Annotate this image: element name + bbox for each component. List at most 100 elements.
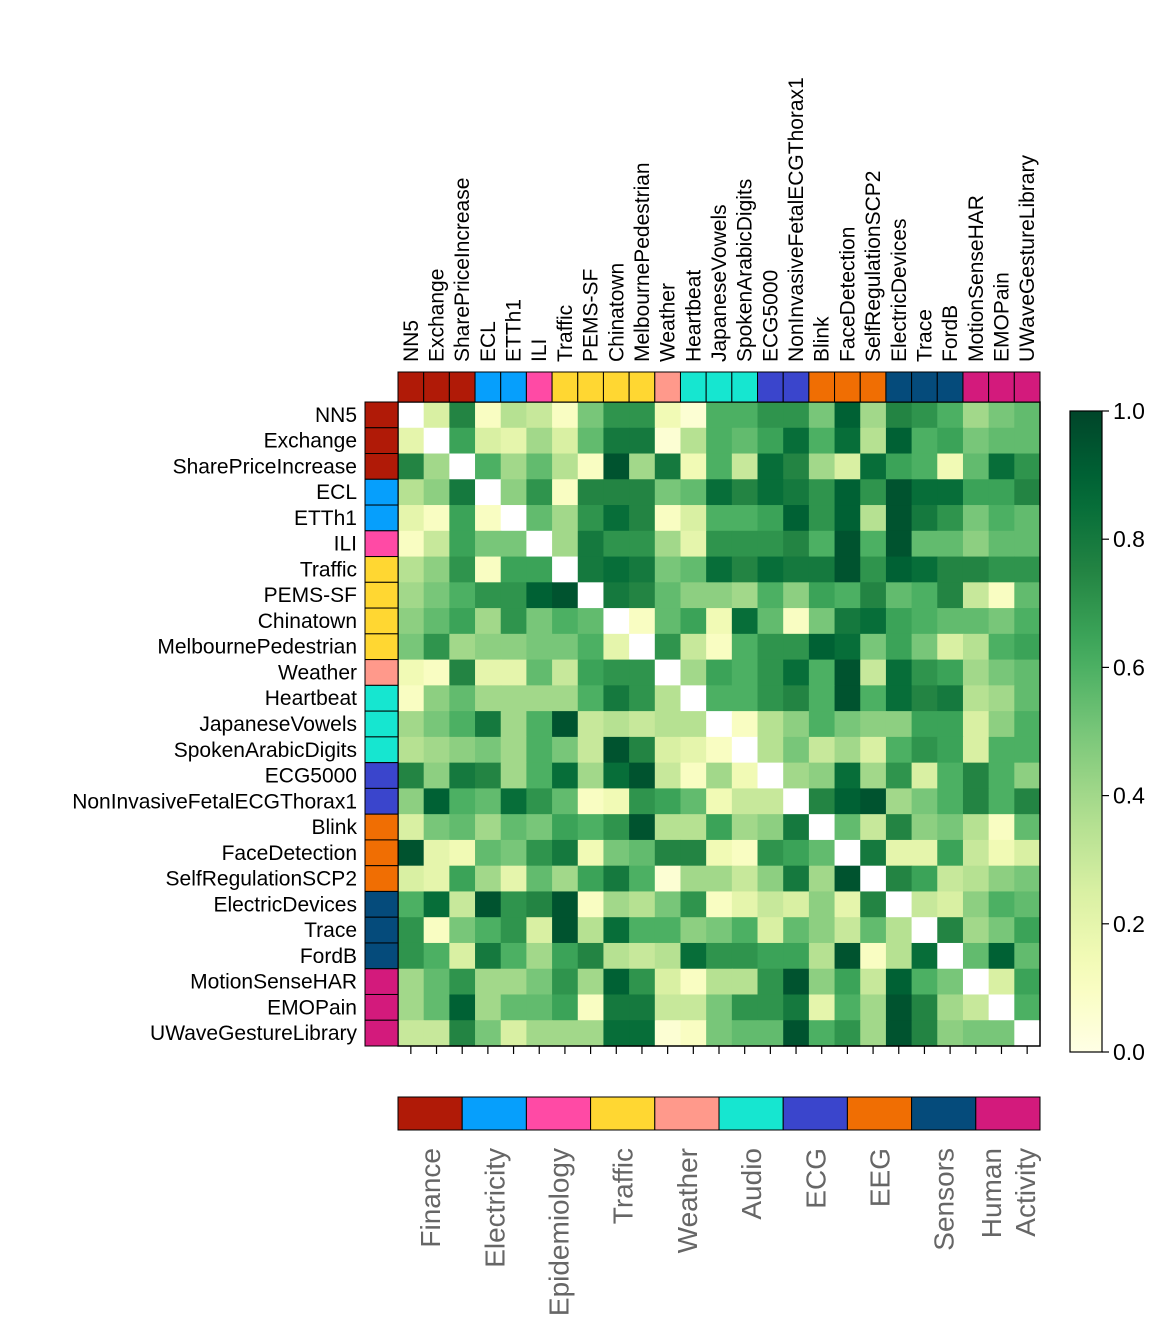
heatmap-cell bbox=[808, 711, 836, 738]
heatmap-cell bbox=[449, 865, 476, 893]
heatmap-cell bbox=[603, 968, 630, 996]
heatmap-cell bbox=[962, 994, 990, 1021]
heatmap-cell bbox=[475, 402, 502, 429]
heatmap-cell bbox=[783, 505, 810, 532]
heatmap-cell bbox=[552, 917, 579, 944]
row-label: EMOPain bbox=[267, 996, 357, 1019]
heatmap-cell bbox=[808, 427, 836, 455]
column-label: JapaneseVowels bbox=[708, 204, 731, 362]
heatmap-cell bbox=[706, 814, 733, 841]
heatmap-cell bbox=[398, 505, 425, 532]
heatmap-cell bbox=[962, 814, 990, 841]
domain-legend-label: Activity bbox=[1010, 1148, 1041, 1237]
heatmap-cell bbox=[449, 530, 476, 558]
heatmap-cell bbox=[398, 942, 425, 970]
heatmap-cell bbox=[629, 814, 656, 841]
heatmap-cell bbox=[577, 942, 605, 970]
heatmap-cell bbox=[988, 556, 1015, 583]
heatmap-cell bbox=[988, 582, 1015, 609]
heatmap-cell bbox=[680, 659, 707, 686]
heatmap-cell bbox=[988, 865, 1015, 893]
heatmap-cell bbox=[911, 917, 938, 944]
heatmap-cell bbox=[885, 865, 913, 893]
heatmap-cell bbox=[629, 427, 656, 455]
heatmap-cell bbox=[988, 1020, 1015, 1047]
heatmap-cell bbox=[629, 582, 656, 609]
heatmap-cell bbox=[423, 479, 450, 506]
heatmap-cell bbox=[706, 453, 733, 480]
heatmap-cell bbox=[937, 891, 964, 918]
heatmap-cell bbox=[654, 994, 682, 1021]
heatmap-cell bbox=[577, 530, 605, 558]
heatmap-cell bbox=[654, 530, 682, 558]
heatmap-cell bbox=[423, 453, 450, 480]
heatmap-cell bbox=[680, 814, 707, 841]
heatmap-cell bbox=[552, 453, 579, 480]
heatmap-cell bbox=[423, 917, 450, 944]
heatmap-cell bbox=[423, 839, 450, 867]
heatmap-cell bbox=[398, 402, 425, 429]
heatmap-cell bbox=[885, 479, 913, 506]
heatmap-cell bbox=[808, 917, 836, 944]
top-domain-swatch bbox=[1013, 371, 1041, 403]
heatmap-cell bbox=[552, 994, 579, 1021]
heatmap-cell bbox=[654, 556, 682, 583]
heatmap-cell bbox=[783, 685, 810, 712]
heatmap-cell bbox=[937, 736, 964, 764]
heatmap-cell bbox=[629, 479, 656, 506]
heatmap-cell bbox=[680, 865, 707, 893]
domain-legend-label: ECG bbox=[800, 1148, 831, 1209]
heatmap-cell bbox=[911, 711, 938, 738]
heatmap-cell bbox=[1014, 479, 1041, 506]
column-label: ILI bbox=[528, 339, 551, 362]
heatmap-cell bbox=[860, 530, 887, 558]
heatmap-cell bbox=[526, 994, 553, 1021]
colorbar-tick-label: 0.8 bbox=[1113, 526, 1145, 552]
heatmap-cell bbox=[860, 427, 887, 455]
heatmap-cell bbox=[475, 505, 502, 532]
heatmap-cell bbox=[500, 711, 527, 738]
heatmap-cell bbox=[1014, 788, 1041, 815]
heatmap-cell bbox=[962, 608, 990, 635]
heatmap-cell bbox=[526, 685, 553, 712]
heatmap-cell bbox=[449, 582, 476, 609]
heatmap-cell bbox=[552, 479, 579, 506]
left-domain-swatch bbox=[364, 659, 399, 686]
left-domain-swatch bbox=[364, 427, 399, 455]
heatmap-cell bbox=[731, 1020, 759, 1047]
top-domain-swatch bbox=[602, 371, 630, 403]
heatmap-cell bbox=[449, 711, 476, 738]
heatmap-cell bbox=[680, 505, 707, 532]
top-domain-swatch bbox=[705, 371, 733, 403]
heatmap-cell bbox=[680, 788, 707, 815]
heatmap-cell bbox=[706, 994, 733, 1021]
heatmap-cell bbox=[962, 582, 990, 609]
heatmap-cell bbox=[577, 453, 605, 480]
heatmap-cell bbox=[449, 479, 476, 506]
heatmap-cell bbox=[706, 685, 733, 712]
heatmap-cell bbox=[783, 608, 810, 635]
heatmap-cell bbox=[552, 839, 579, 867]
left-domain-swatch bbox=[364, 813, 399, 841]
heatmap-cell bbox=[757, 814, 784, 841]
left-domain-swatch bbox=[364, 916, 399, 944]
heatmap-cell bbox=[475, 736, 502, 764]
domain-legend-label: Finance bbox=[415, 1148, 446, 1248]
heatmap-cell bbox=[629, 839, 656, 867]
heatmap-cell bbox=[1014, 633, 1041, 661]
heatmap-cell bbox=[834, 891, 861, 918]
heatmap-cell bbox=[962, 865, 990, 893]
heatmap-cell bbox=[911, 788, 938, 815]
heatmap-cell bbox=[911, 659, 938, 686]
top-domain-swatch bbox=[628, 371, 656, 403]
heatmap-cell bbox=[731, 427, 759, 455]
heatmap-cell bbox=[629, 865, 656, 893]
column-label: Chinatown bbox=[605, 263, 628, 362]
heatmap-cell bbox=[449, 788, 476, 815]
heatmap-cell bbox=[603, 556, 630, 583]
colorbar: 0.0 0.2 0.4 0.6 0.8 1.0 bbox=[1069, 398, 1145, 1065]
heatmap-cell bbox=[834, 659, 861, 686]
heatmap-cell bbox=[680, 453, 707, 480]
heatmap-cell bbox=[808, 865, 836, 893]
heatmap-cell bbox=[449, 736, 476, 764]
